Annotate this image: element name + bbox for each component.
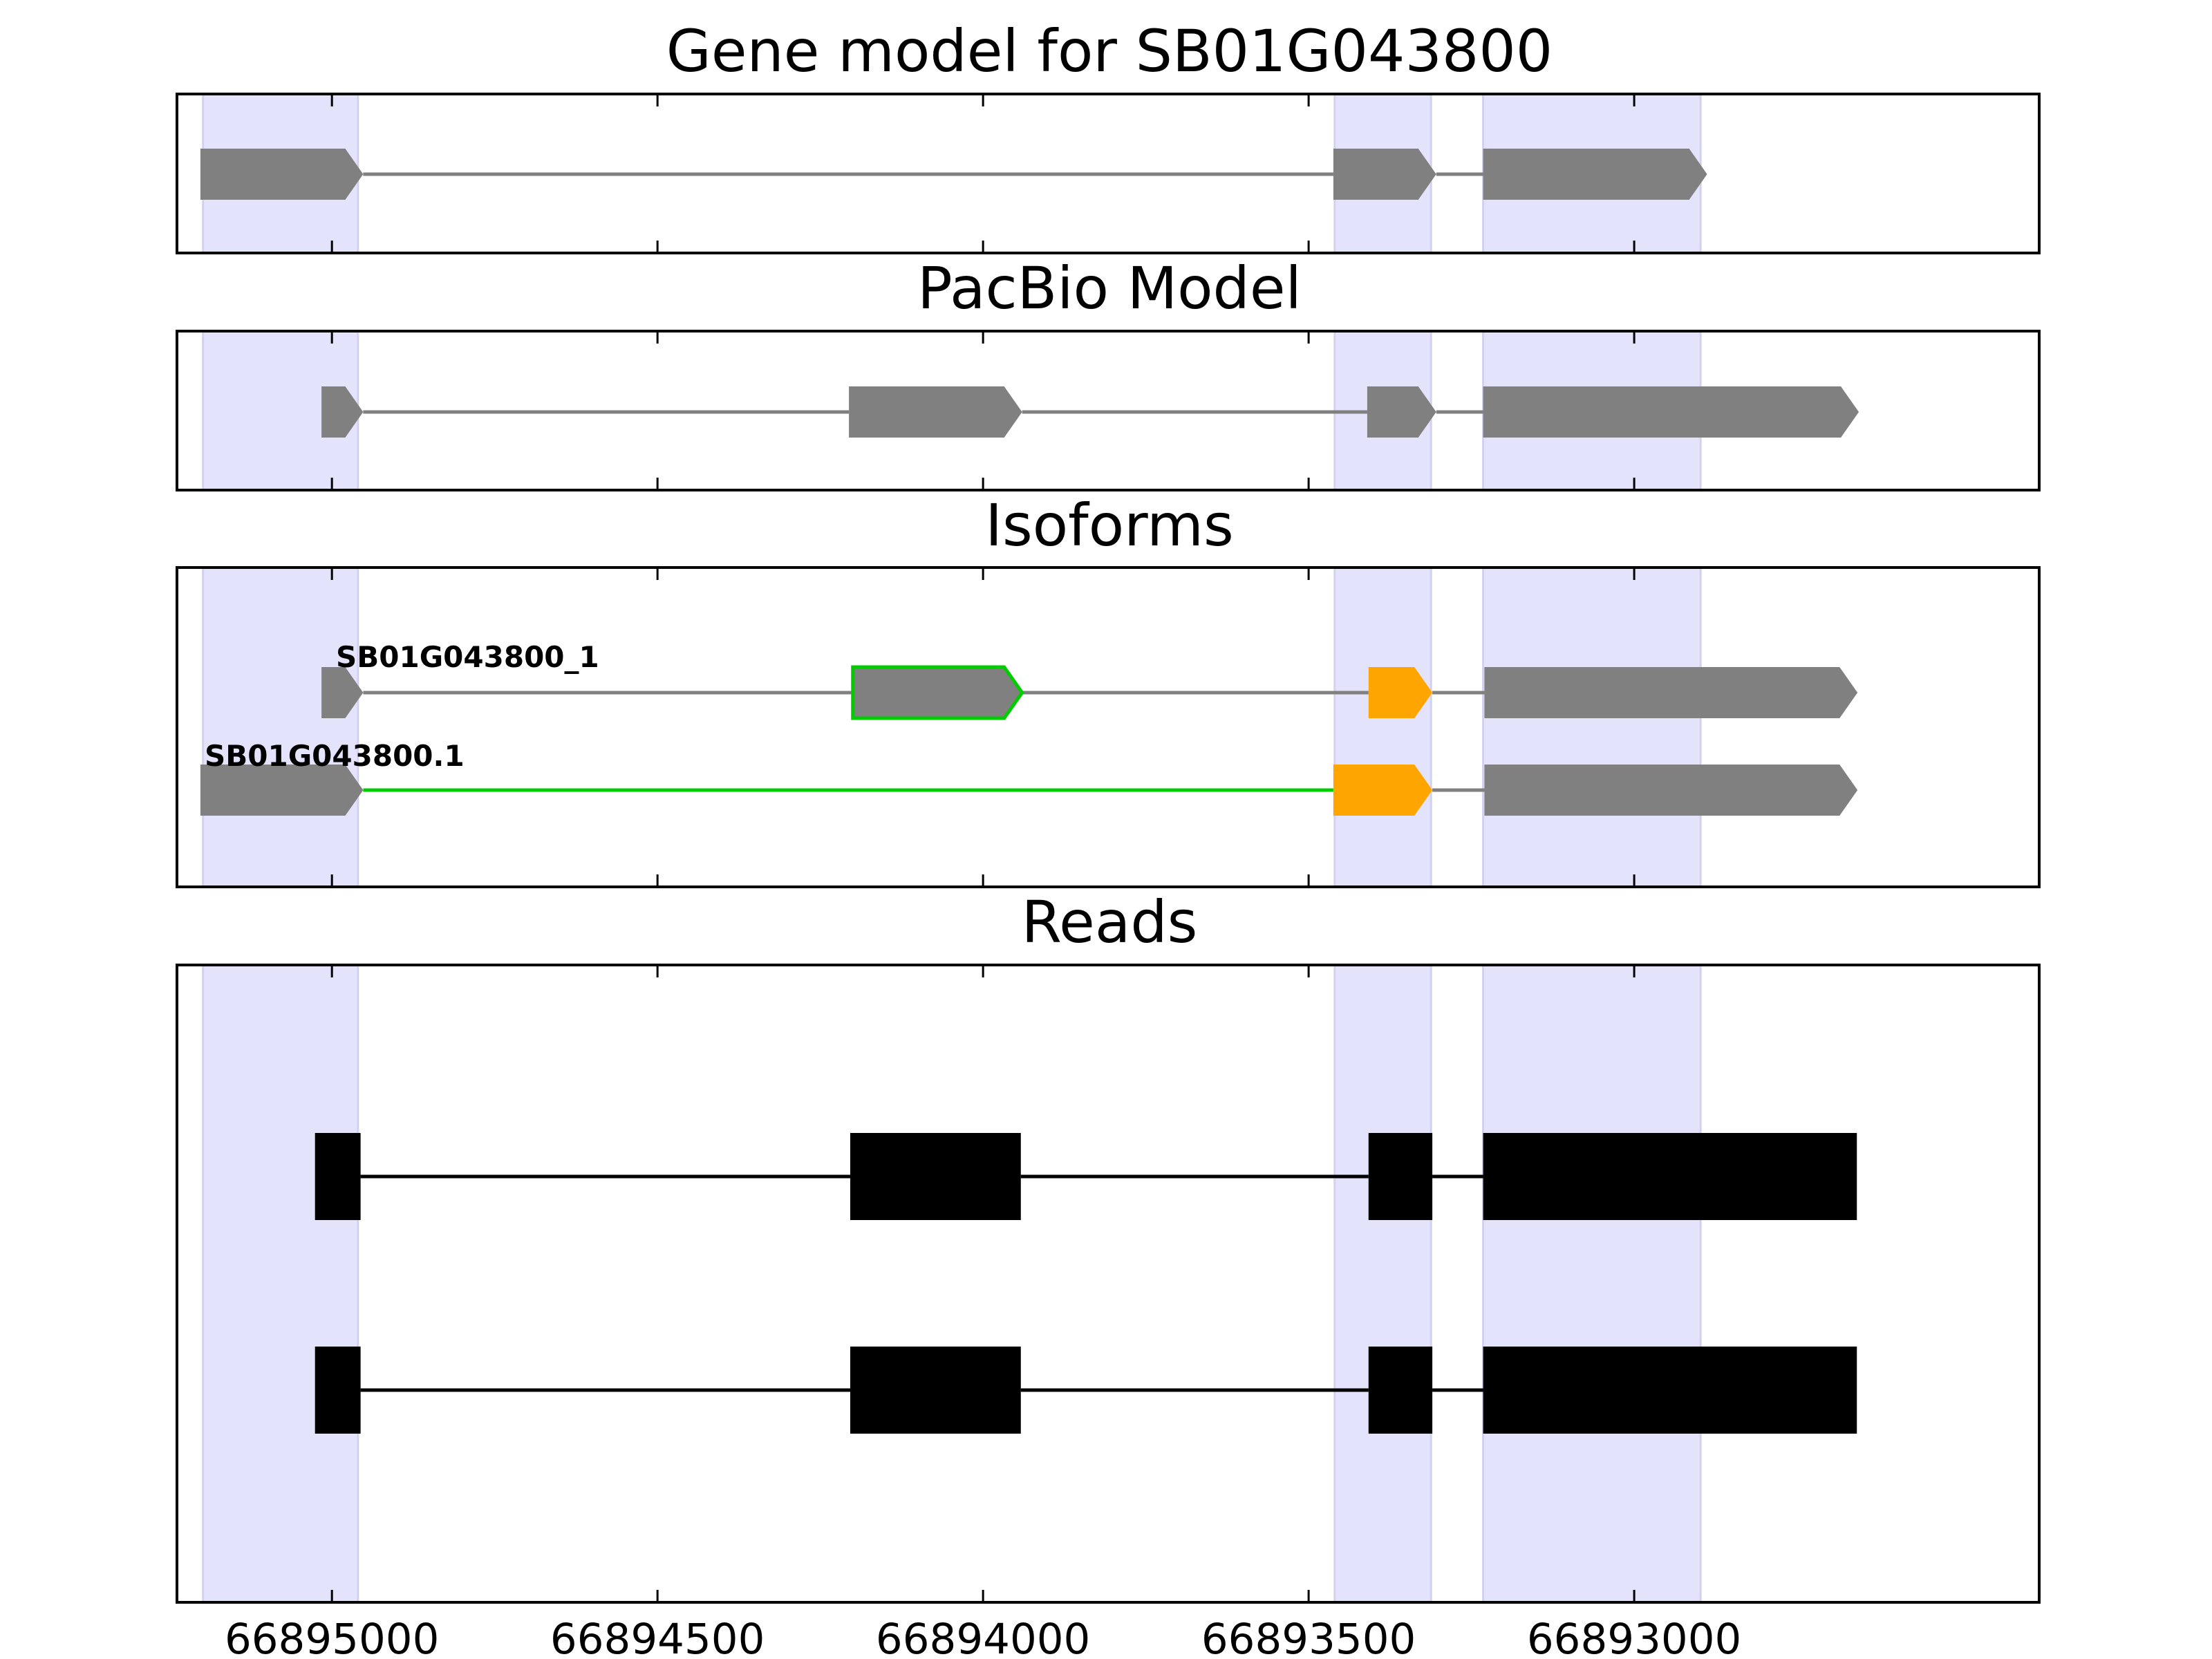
exon-arrow	[200, 149, 364, 200]
read-block	[1368, 1133, 1433, 1220]
read-block	[850, 1133, 1021, 1220]
exon-arrow	[1483, 386, 1859, 438]
panel-pacbio-model: PacBio Model	[176, 254, 2041, 491]
panel-frame	[176, 93, 2041, 254]
exon-arrow	[321, 667, 364, 718]
track-layer	[200, 149, 1707, 200]
isoform-label: SB01G043800.1	[205, 739, 465, 773]
x-tick-label: 66894000	[876, 1615, 1090, 1659]
highlight-region	[1482, 566, 1702, 888]
exon-arrow	[1484, 765, 1858, 816]
exon-arrow	[1483, 149, 1707, 200]
read-block	[1368, 1347, 1433, 1434]
tick-marks	[330, 331, 1635, 490]
tick-marks	[330, 965, 1635, 1602]
exon-arrow	[200, 765, 364, 816]
exon-arrow	[1333, 149, 1436, 200]
panel-title-reads: Reads	[1022, 888, 1198, 956]
exon-arrow	[1367, 386, 1436, 438]
exon-arrow	[321, 386, 364, 438]
read-block	[850, 1347, 1021, 1434]
track-layer	[200, 665, 1858, 816]
panel-title-gene-model: Gene model for SB01G043800	[666, 17, 1553, 85]
x-tick-label: 66893000	[1527, 1615, 1741, 1659]
exon-arrow	[849, 386, 1022, 438]
panel-background	[177, 568, 2039, 887]
panel-title-pacbio-model: PacBio Model	[917, 254, 1302, 322]
tick-marks	[330, 568, 1635, 887]
x-tick-label: 66893500	[1201, 1615, 1416, 1659]
panel-frame	[176, 566, 2041, 888]
isoform-label: SB01G043800_1	[336, 640, 599, 674]
panel-gene-model: Gene model for SB01G043800	[176, 17, 2041, 254]
highlight-region	[1333, 964, 1432, 1604]
exon-arrow	[1368, 667, 1433, 718]
panel-background	[177, 965, 2039, 1602]
track-layer	[321, 386, 1859, 438]
highlight-region	[202, 566, 359, 888]
read-block	[1483, 1347, 1857, 1434]
track-layer	[315, 1133, 1857, 1434]
panel-reads: Reads	[176, 888, 2041, 1604]
novel-exon-arrow	[851, 665, 1024, 720]
panel-title-isoforms: Isoforms	[985, 491, 1234, 559]
highlight-layer	[202, 964, 1702, 1604]
highlight-region	[1482, 964, 1702, 1604]
tick-marks	[330, 94, 1635, 253]
highlight-region	[1333, 566, 1432, 888]
panel-frame	[176, 330, 2041, 491]
read-block	[315, 1133, 361, 1220]
x-tick-label: 66895000	[225, 1615, 439, 1659]
panel-isoforms: Isoforms SB01G043800_1 SB01G043800.1	[176, 491, 2041, 888]
exon-arrow	[1333, 765, 1433, 816]
panel-frame	[176, 964, 2041, 1604]
exon-arrow	[1484, 667, 1858, 718]
x-axis-tick-labels: 66895000 66894500 66894000 66893500 6689…	[225, 1615, 1741, 1659]
highlight-region	[202, 964, 359, 1604]
read-block	[1483, 1133, 1857, 1220]
highlight-layer	[202, 566, 1702, 888]
x-tick-label: 66894500	[550, 1615, 765, 1659]
read-block	[315, 1347, 361, 1434]
